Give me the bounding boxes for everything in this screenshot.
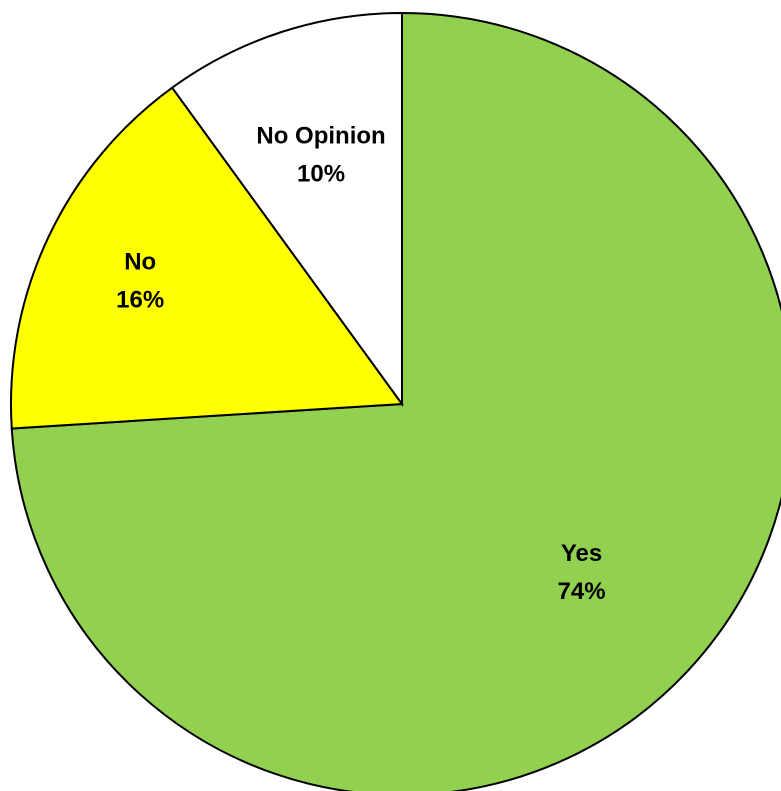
- pie-slice-no-opinion: [170, 11, 403, 408]
- pie-data-labels: Yes 74% No 16% No Opinion 10%: [116, 122, 605, 605]
- pie-slice-no: [10, 86, 404, 430]
- slice-label-no-opinion: No Opinion: [256, 122, 385, 149]
- pie-slice-yes: [10, 11, 781, 791]
- slice-label-yes: Yes: [561, 540, 602, 567]
- slice-value-yes: 74%: [558, 578, 606, 605]
- slice-value-no-opinion: 10%: [297, 160, 345, 187]
- slice-value-no: 16%: [116, 286, 164, 313]
- slice-label-no: No: [124, 248, 156, 275]
- pie-slices: [10, 11, 781, 791]
